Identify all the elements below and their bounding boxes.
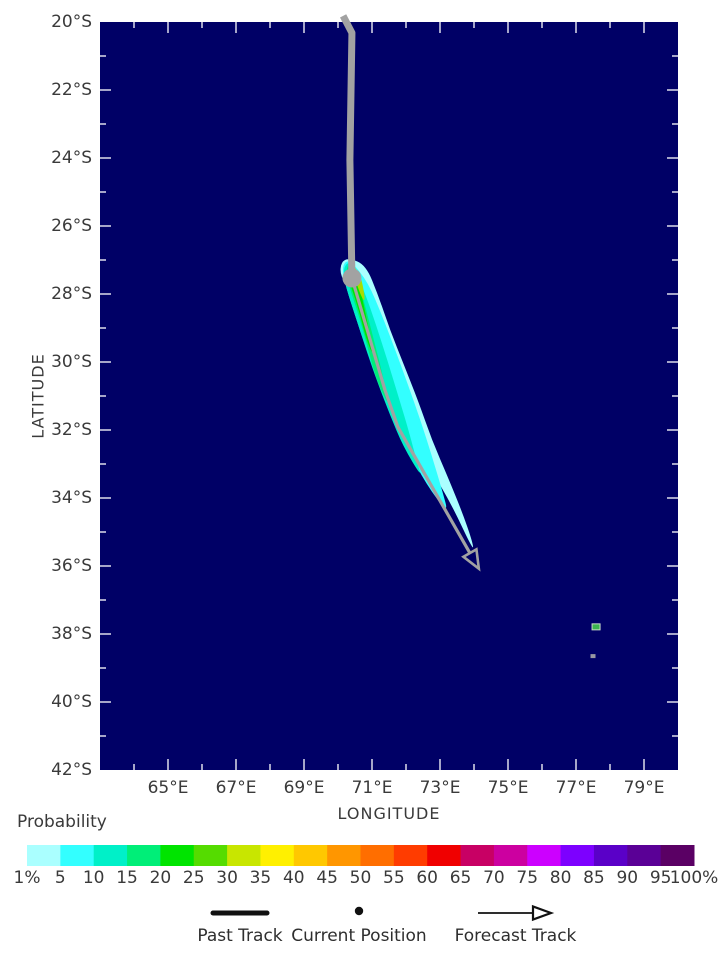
x-tick-label: 69°E bbox=[283, 778, 325, 798]
y-tick-label: 30°S bbox=[51, 352, 92, 372]
y-tick-label: 38°S bbox=[51, 624, 92, 644]
colorbar-segment bbox=[360, 845, 395, 866]
colorbar-tick-label: 15 bbox=[116, 868, 138, 888]
y-tick-label: 24°S bbox=[51, 148, 92, 168]
y-tick-label: 34°S bbox=[51, 488, 92, 508]
colorbar-tick-label: 10 bbox=[82, 868, 105, 888]
past-track-line-icon bbox=[210, 903, 270, 923]
colorbar-segment bbox=[393, 845, 428, 866]
colorbar-tick-label: 45 bbox=[316, 868, 338, 888]
forecast-track-arrow-icon bbox=[477, 903, 555, 923]
colorbar-tick-label: 80 bbox=[549, 868, 572, 888]
colorbar-segment bbox=[293, 845, 328, 866]
small-island-outline bbox=[591, 623, 601, 631]
forecast-track-line bbox=[350, 277, 472, 554]
colorbar-segment bbox=[660, 845, 695, 866]
colorbar-segment bbox=[460, 845, 495, 866]
y-tick-label: 42°S bbox=[51, 760, 92, 780]
current-position-marker bbox=[342, 268, 362, 288]
colorbar-segment bbox=[627, 845, 662, 866]
y-tick-label: 40°S bbox=[51, 692, 92, 712]
colorbar-segment bbox=[327, 845, 361, 866]
colorbar-tick-label: 5 bbox=[54, 868, 66, 888]
colorbar-tick-label: 90 bbox=[616, 868, 639, 888]
legend-label-forecast-track: Forecast Track bbox=[454, 926, 577, 946]
colorbar-tick-label: 1% bbox=[13, 868, 41, 888]
colorbar-tick-label: 50 bbox=[349, 868, 372, 888]
map-plot bbox=[100, 14, 678, 770]
colorbar-tick-label: 85 bbox=[583, 868, 605, 888]
legend-item-past-track: Past Track bbox=[186, 903, 294, 946]
colorbar-segment bbox=[193, 845, 228, 866]
colorbar-tick-label: 55 bbox=[383, 868, 405, 888]
colorbar-segment bbox=[160, 845, 195, 866]
x-tick-label: 77°E bbox=[555, 778, 597, 798]
x-tick-label: 75°E bbox=[487, 778, 529, 798]
x-tick-label: 67°E bbox=[215, 778, 257, 798]
colorbar-segment bbox=[427, 845, 462, 866]
colorbar-segment bbox=[493, 845, 528, 866]
colorbar-tick-label: 40 bbox=[282, 868, 305, 888]
colorbar-segment bbox=[93, 845, 128, 866]
past-track-line bbox=[339, 14, 356, 279]
colorbar-tick-label: 70 bbox=[483, 868, 505, 888]
x-tick-label: 73°E bbox=[419, 778, 461, 798]
colorbar bbox=[27, 845, 695, 866]
y-tick-label: 22°S bbox=[51, 80, 92, 100]
x-tick-label: 79°E bbox=[623, 778, 665, 798]
colorbar-tick-label: 100% bbox=[669, 868, 719, 888]
colorbar-tick-label: 25 bbox=[182, 868, 205, 888]
y-tick-label: 32°S bbox=[51, 420, 92, 440]
colorbar-tick-label: 60 bbox=[416, 868, 439, 888]
colorbar-segment bbox=[227, 845, 261, 866]
x-tick-label: 71°E bbox=[351, 778, 393, 798]
colorbar-title: Probability bbox=[17, 812, 107, 832]
legend-label-past-track: Past Track bbox=[197, 926, 283, 946]
x-axis-title: LONGITUDE bbox=[337, 804, 441, 823]
colorbar-tick-label: 20 bbox=[149, 868, 172, 888]
colorbar-segment bbox=[593, 845, 628, 866]
colorbar-segment bbox=[560, 845, 595, 866]
colorbar-segment bbox=[527, 845, 562, 866]
colorbar-segment bbox=[260, 845, 295, 866]
legend-label-current-position: Current Position bbox=[291, 926, 427, 946]
x-tick-label: 65°E bbox=[147, 778, 189, 798]
y-tick-label: 26°S bbox=[51, 216, 92, 236]
colorbar-segment bbox=[27, 845, 61, 866]
legend-item-forecast-track: Forecast Track bbox=[448, 903, 583, 946]
forecast-arrow-head-icon bbox=[461, 547, 481, 572]
legend-item-current-position: Current Position bbox=[289, 903, 429, 946]
colorbar-tick-label: 75 bbox=[516, 868, 539, 888]
colorbar-segment bbox=[127, 845, 161, 866]
y-tick-label: 20°S bbox=[51, 12, 92, 32]
y-tick-label: 28°S bbox=[51, 284, 92, 304]
colorbar-tick-label: 95 bbox=[649, 868, 672, 888]
current-position-dot-icon bbox=[351, 903, 367, 923]
colorbar-segment bbox=[60, 845, 95, 866]
colorbar-tick-label: 35 bbox=[249, 868, 272, 888]
colorbar-tick-label: 30 bbox=[216, 868, 238, 888]
y-tick-label: 36°S bbox=[51, 556, 92, 576]
map-legend: Past Track Current Position Forecast Tra… bbox=[0, 903, 720, 958]
colorbar-tick-label: 65 bbox=[449, 868, 472, 888]
small-island-speck bbox=[590, 654, 596, 659]
